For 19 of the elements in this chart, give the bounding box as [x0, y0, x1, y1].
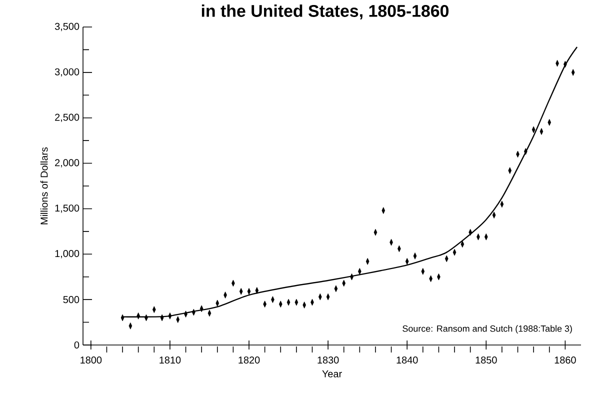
- y-tick-label: 2,000: [55, 159, 80, 168]
- x-tick-label: 1840: [396, 356, 418, 364]
- y-axis-title: Millions of Dollars: [40, 147, 48, 224]
- y-tick-label: 0: [74, 341, 80, 349]
- y-tick-label: 1,000: [55, 250, 80, 258]
- y-tick-label: 2,500: [55, 114, 80, 122]
- x-tick-label: 1830: [318, 356, 339, 364]
- y-tick-label: 3,000: [54, 68, 80, 77]
- x-axis-title: Year: [322, 370, 342, 378]
- x-tick-label: 1810: [160, 356, 181, 364]
- y-tick-label: 3,500: [54, 22, 80, 32]
- chart-title: in the United States, 1805-1860: [202, 4, 449, 20]
- x-tick-label: 1820: [238, 356, 260, 364]
- y-tick-label: 1,500: [55, 204, 80, 213]
- x-tick-label: 1860: [554, 356, 576, 364]
- y-tick-label: 500: [63, 296, 80, 304]
- annotation: Source: Ransom and Sutch (1988:Table 3): [402, 325, 572, 334]
- x-tick-label: 1850: [476, 356, 497, 364]
- x-tick-label: 1800: [80, 356, 102, 364]
